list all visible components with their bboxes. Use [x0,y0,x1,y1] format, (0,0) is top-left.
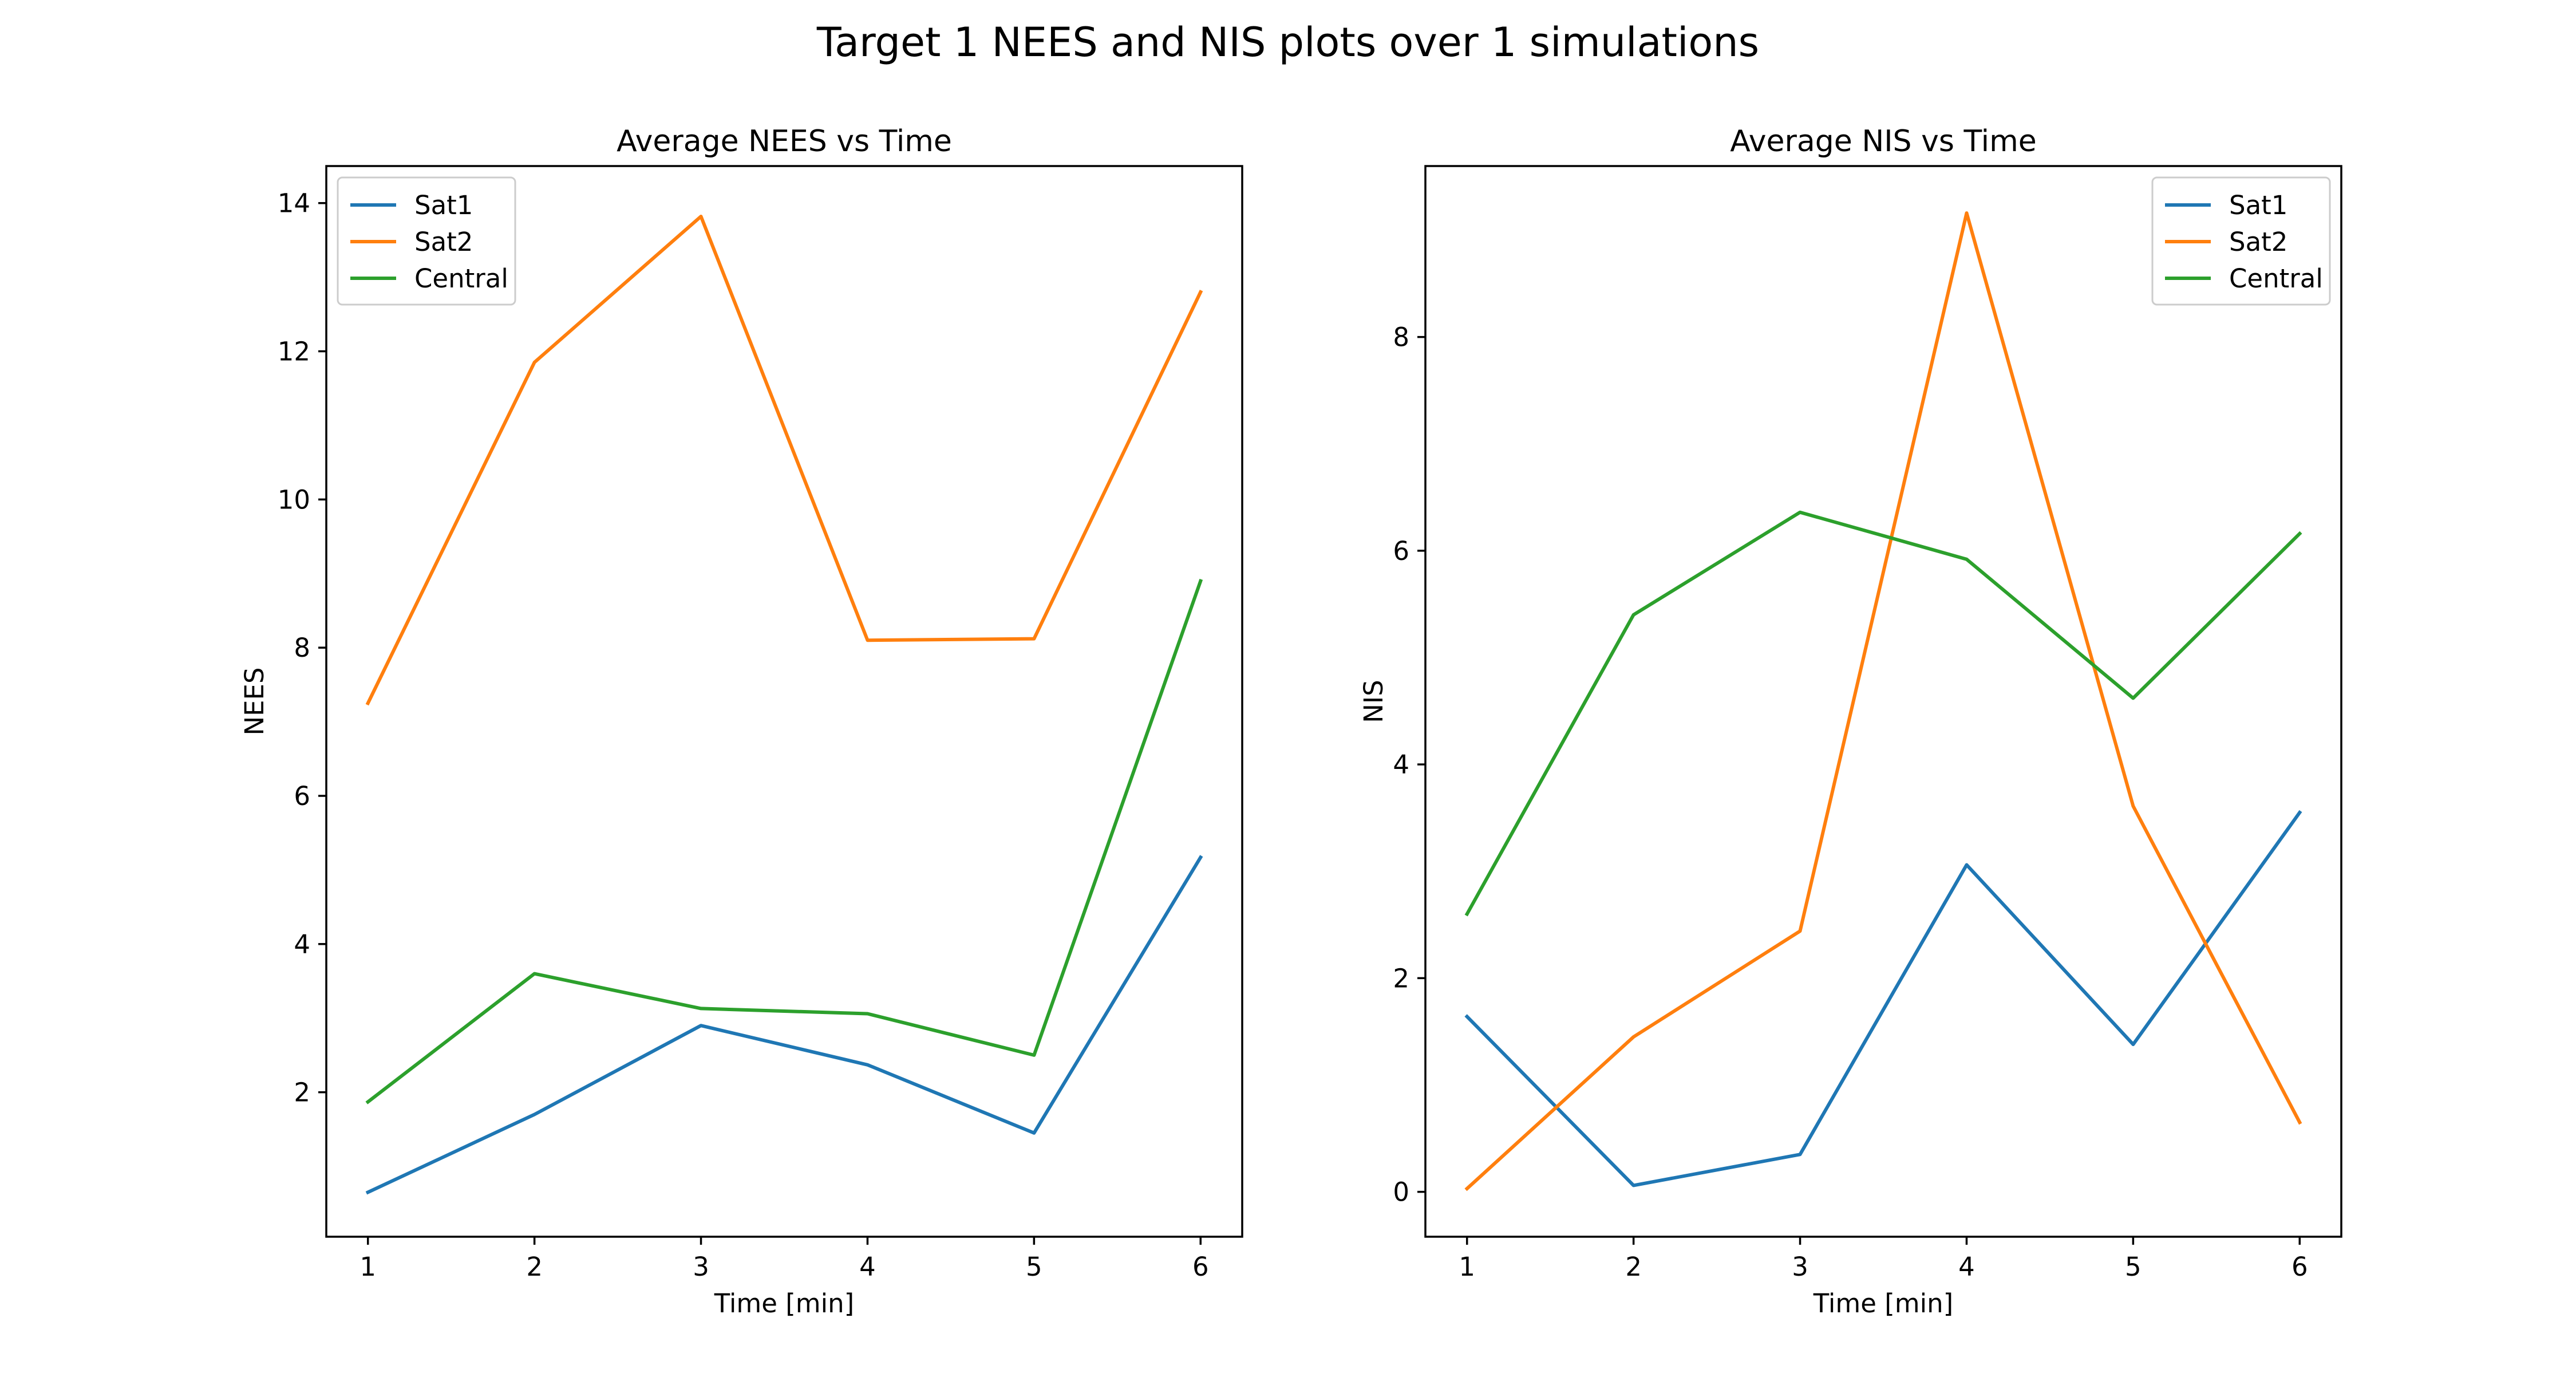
nis-x-tick-label: 1 [1459,1252,1475,1282]
nis-series-sat1-line [1464,810,2302,1187]
nis-x-tick-label: 5 [2125,1252,2142,1282]
nees-x-tick-label: 4 [859,1252,876,1282]
nees-x-tick-label: 3 [693,1252,709,1282]
nis-y-tick-label: 0 [1393,1177,1409,1208]
nees-legend-label-central: Central [414,263,508,294]
nees-x-axis-label: Time [min] [714,1288,854,1319]
nis-x-tick-label: 4 [1958,1252,1975,1282]
nees-x-tick-label: 6 [1192,1252,1209,1282]
nis-legend-label-sat1: Sat1 [2229,190,2287,220]
nis-series-sat2-line [1464,211,2302,1191]
nis-x-tick-label: 2 [1625,1252,1642,1282]
nees-x-tick-label: 1 [359,1252,376,1282]
figure-title: Target 1 NEES and NIS plots over 1 simul… [816,19,1759,66]
nees-y-axis-label: NEES [239,667,270,735]
nees-x-tick-label: 2 [526,1252,543,1282]
nees-x-tick-label: 5 [1026,1252,1042,1282]
nis-x-axis-label: Time [min] [1813,1288,1953,1319]
nis-x-tick-label: 6 [2291,1252,2308,1282]
nees-y-tick-label: 4 [294,929,310,960]
nees-y-tick-label: 12 [278,337,310,367]
nees-axes-title: Average NEES vs Time [617,124,952,159]
nis-y-tick-label: 4 [1393,749,1409,780]
nis-legend-box [2151,176,2331,306]
nees-y-tick-label: 2 [294,1078,310,1108]
nees-y-tick-label: 8 [294,633,310,663]
nis-plot-frame [1424,165,2342,1238]
nis-legend: Sat1 Sat2 Central [2151,176,2331,306]
nees-y-tick-label: 6 [294,781,310,811]
nees-series-central-line [365,578,1203,1104]
nees-y-tick-label: 14 [278,188,310,219]
nis-x-tick-label: 3 [1792,1252,1808,1282]
nis-legend-label-sat2: Sat2 [2229,227,2287,257]
nis-axes: 1 2 3 4 5 6 0 2 4 6 8 Average NIS vs Time Time [min]… [1358,124,2342,1319]
nees-series-sat1-line [365,855,1203,1195]
nis-y-tick-label: 8 [1393,322,1409,353]
nis-y-axis-label: NIS [1358,680,1389,723]
nis-y-tick-label: 2 [1393,963,1409,993]
nis-y-tick-label: 6 [1393,536,1409,566]
nees-legend-box [337,176,516,306]
nees-plot-frame [325,165,1243,1238]
nis-axes-title: Average NIS vs Time [1730,124,2037,159]
nees-y-tick-label: 10 [278,484,310,515]
nees-legend: Sat1 Sat2 Central [337,176,516,306]
nees-legend-label-sat2: Sat2 [414,227,473,257]
nis-series-central-line [1464,510,2302,917]
nees-legend-label-sat1: Sat1 [414,190,473,220]
nis-legend-label-central: Central [2229,263,2323,294]
nees-series-sat2-line [365,215,1203,706]
